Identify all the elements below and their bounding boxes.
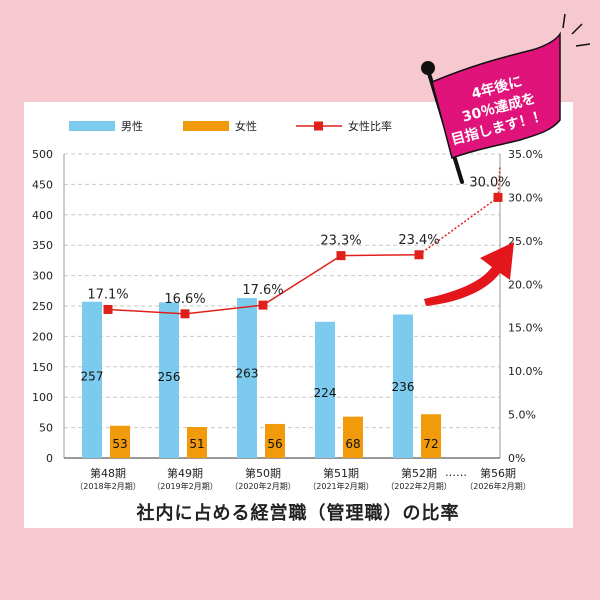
legend: 男性 女性 女性比率 (69, 119, 392, 133)
left-tick-label: 0 (46, 452, 53, 465)
chart-title: 社内に占める経営職（管理職）の比率 (137, 502, 460, 524)
arrow-shape (424, 242, 514, 306)
category-label: 第49期 (167, 466, 203, 480)
ratio-line-projection (418, 196, 499, 256)
bar-male (82, 301, 102, 458)
bar-label-female: 72 (423, 437, 438, 451)
left-tick-label: 350 (32, 239, 53, 252)
legend-swatch-male (69, 121, 115, 131)
category-sublabel: （2026年2月期） (465, 481, 530, 491)
bar-label-female: 68 (345, 437, 360, 451)
bar-male (159, 302, 179, 458)
left-tick-label: 250 (32, 300, 53, 313)
bar-female (110, 425, 130, 458)
right-tick-label: 35.0% (508, 148, 543, 161)
category-ellipsis: …… (445, 466, 467, 479)
category-label: 第48期 (90, 466, 126, 480)
left-tick-label: 100 (32, 391, 53, 404)
category-label: 第52期 (401, 466, 437, 480)
legend-label-female: 女性 (235, 119, 257, 133)
bar-label-male: 224 (314, 386, 337, 400)
category-sublabel: （2020年2月期） (230, 481, 295, 491)
right-tick-label: 30.0% (508, 191, 543, 204)
left-tick-label: 450 (32, 178, 53, 191)
bar-male (315, 321, 335, 458)
left-tick-label: 50 (39, 422, 53, 435)
ratio-label: 17.1% (87, 287, 128, 302)
legend-marker-ratio (314, 121, 323, 131)
ratio-label: 16.6% (164, 292, 205, 307)
left-tick-label: 200 (32, 330, 53, 343)
ratio-label: 30.0% (469, 175, 510, 190)
category-sublabel: （2018年2月期） (75, 481, 140, 491)
left-axis: 0 50 100 150 200 250 300 350 400 450 500 (32, 148, 53, 465)
ratio-marker (258, 300, 268, 310)
bar-male (393, 314, 413, 458)
flag-cloth (431, 31, 561, 159)
bar-female (343, 416, 363, 458)
bar-label-female: 56 (267, 437, 282, 451)
right-axis: 0% 5.0% 10.0% 15.0% 20.0% 25.0% 30.0% 35.0% (508, 148, 543, 465)
left-tick-label: 400 (32, 209, 53, 222)
bar-label-male: 256 (158, 370, 181, 384)
ratio-label: 17.6% (242, 283, 283, 298)
bar-female (421, 414, 441, 458)
right-tick-label: 0% (508, 452, 525, 465)
chart-card: 0 50 100 150 200 250 300 350 400 450 500 0% 5.0% 10.… (24, 102, 573, 528)
ratio-line: 17.1% 16.6% 17.6% 23.3% 23.4% 30.0% (87, 166, 511, 319)
bars (82, 298, 441, 458)
ratio-marker (180, 309, 190, 319)
legend-label-ratio: 女性比率 (348, 119, 392, 133)
ratio-label: 23.4% (398, 233, 439, 248)
ratio-marker (414, 250, 424, 260)
right-tick-label: 25.0% (508, 235, 543, 248)
right-tick-label: 5.0% (508, 409, 536, 422)
bar-label-female: 51 (189, 437, 204, 451)
legend-swatch-female (183, 121, 229, 131)
category-label: 第56期 (480, 466, 516, 480)
bar-label-male: 257 (81, 369, 104, 383)
left-tick-label: 300 (32, 270, 53, 283)
right-tick-label: 15.0% (508, 322, 543, 335)
ratio-marker (336, 251, 346, 261)
category-sublabel: （2021年2月期） (308, 481, 373, 491)
accent-mark (575, 43, 591, 47)
chart: 0 50 100 150 200 250 300 350 400 450 500 0% 5.0% 10.… (32, 119, 543, 524)
bar-male (237, 298, 257, 458)
bar-label-male: 263 (236, 366, 259, 380)
category-label: 第50期 (245, 466, 281, 480)
category-labels: 第48期（2018年2月期） 第49期（2019年2月期） 第50期（2020年2月… (75, 466, 530, 491)
bar-female (187, 426, 207, 458)
right-tick-label: 20.0% (508, 278, 543, 291)
ratio-marker (103, 304, 113, 314)
legend-label-male: 男性 (121, 119, 143, 133)
ratio-line-extension (497, 166, 501, 198)
ratio-label: 23.3% (320, 234, 361, 249)
flag-pole-top (421, 61, 435, 75)
bar-label-male: 236 (392, 380, 415, 394)
category-sublabel: （2022年2月期） (386, 481, 451, 491)
bar-female (265, 423, 285, 458)
accent-mark (562, 13, 566, 29)
right-tick-label: 10.0% (508, 365, 543, 378)
bar-labels: 257 53 256 51 263 56 224 68 236 72 (81, 366, 439, 451)
ratio-marker (493, 192, 503, 202)
category-sublabel: （2019年2月期） (152, 481, 217, 491)
left-tick-label: 150 (32, 361, 53, 374)
accent-mark (571, 23, 583, 35)
bar-label-female: 53 (112, 437, 127, 451)
category-label: 第51期 (323, 466, 359, 480)
growth-arrow (424, 242, 514, 306)
left-tick-label: 500 (32, 148, 53, 161)
